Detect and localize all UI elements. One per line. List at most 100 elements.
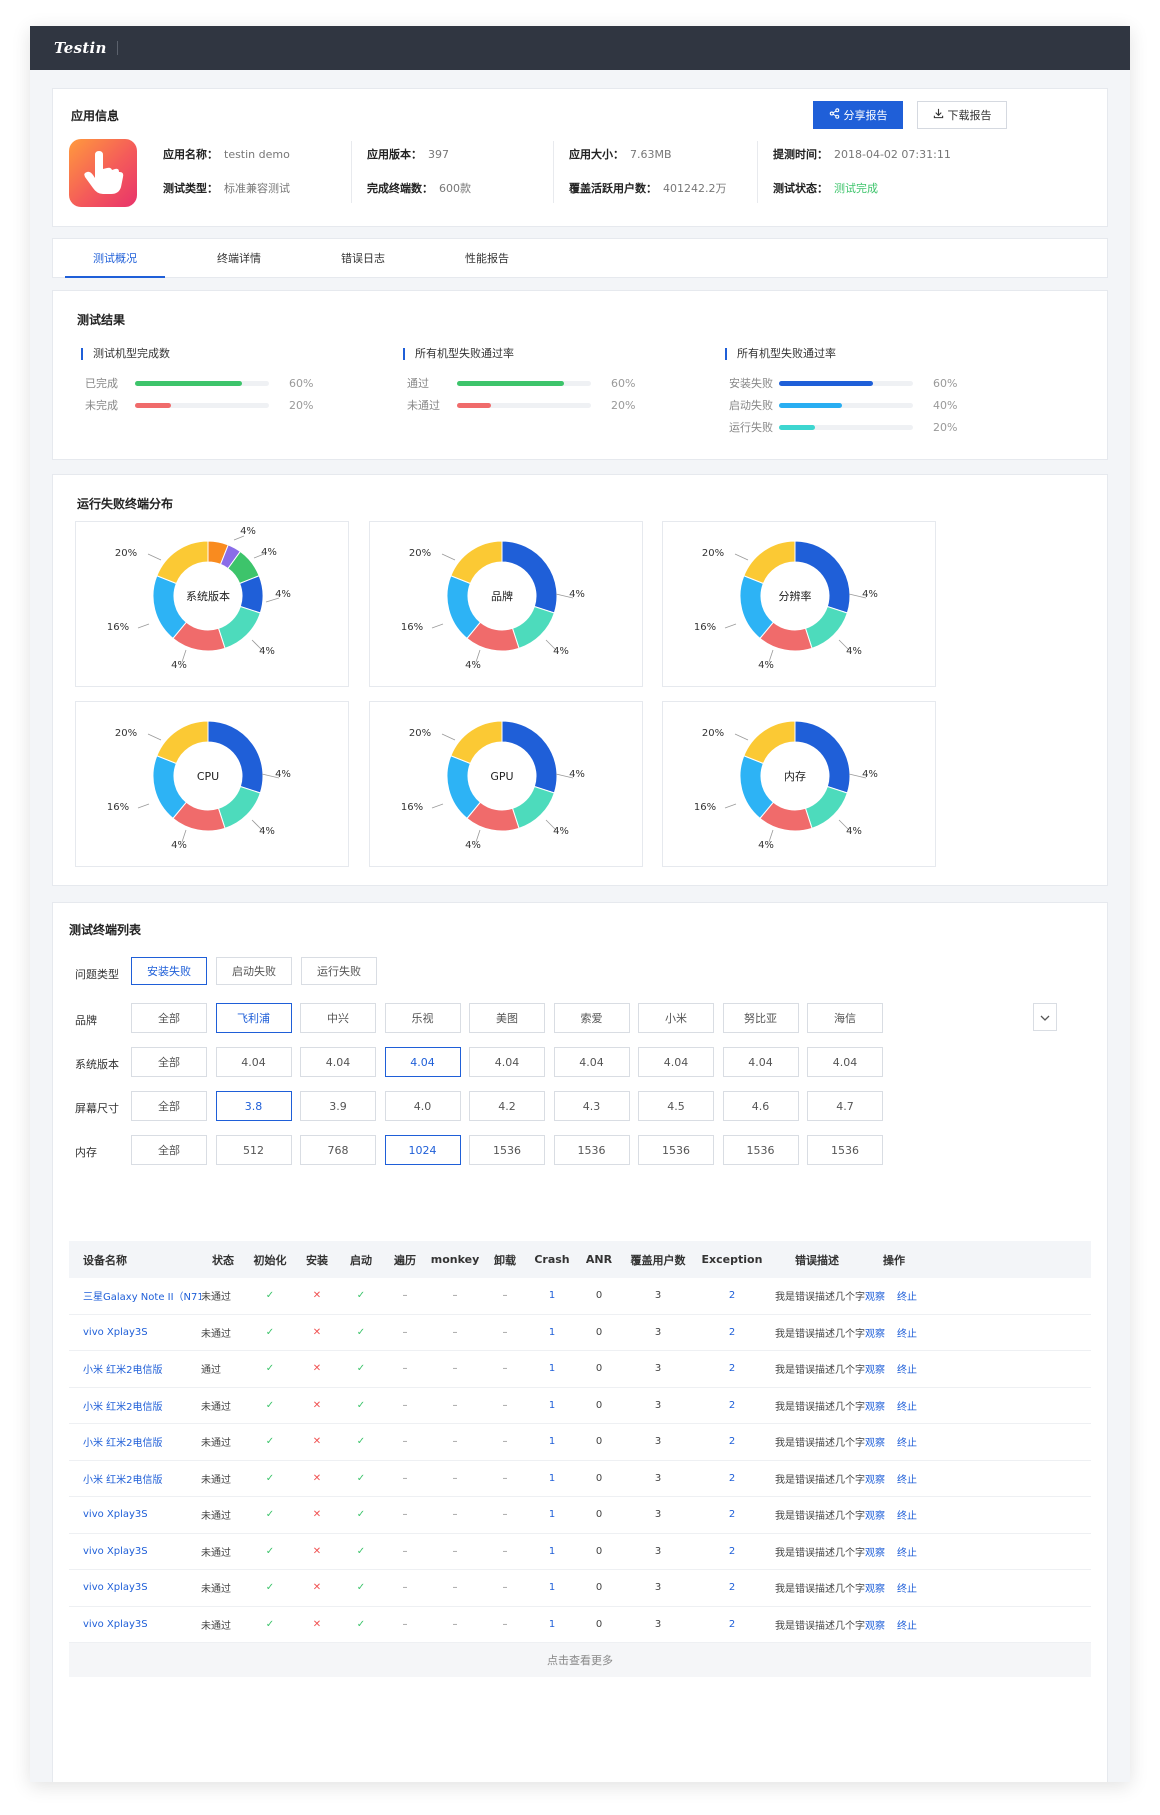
stop-action-link[interactable]: 终止 xyxy=(897,1620,917,1632)
stop-action-link[interactable]: 终止 xyxy=(897,1474,917,1486)
donut-slice[interactable] xyxy=(743,720,796,765)
donut-slice[interactable] xyxy=(446,755,482,820)
filter-option[interactable]: 1536 xyxy=(722,1135,799,1165)
filter-option[interactable]: 4.04 xyxy=(638,1047,714,1077)
filter-option[interactable]: 安装失败 xyxy=(131,957,207,985)
crash-count-link[interactable]: 1 xyxy=(548,1545,556,1557)
exception-count-link[interactable]: 2 xyxy=(728,1363,736,1375)
filter-option[interactable]: 4.04 xyxy=(300,1047,376,1077)
filter-option[interactable]: 4.04 xyxy=(722,1047,799,1077)
device-name-link[interactable]: 小米 红米2电信版 xyxy=(83,1401,163,1413)
filter-option[interactable]: 4.04 xyxy=(384,1047,461,1077)
filter-option[interactable]: 运行失败 xyxy=(301,957,377,985)
filter-option[interactable]: 全部 xyxy=(131,1091,207,1121)
donut-slice[interactable] xyxy=(739,755,775,820)
donut-slice[interactable] xyxy=(152,575,188,640)
device-name-link[interactable]: vivo Xplay3S xyxy=(83,1545,148,1557)
download-report-button[interactable]: 下载报告 xyxy=(917,101,1007,129)
exception-count-link[interactable]: 2 xyxy=(728,1509,736,1521)
filter-option[interactable]: 全部 xyxy=(131,1135,207,1165)
stop-action-link[interactable]: 终止 xyxy=(897,1584,917,1596)
filter-option[interactable]: 中兴 xyxy=(300,1003,376,1033)
expand-brands-button[interactable] xyxy=(1033,1003,1057,1031)
crash-count-link[interactable]: 1 xyxy=(548,1326,556,1338)
view-action-link[interactable]: 观察 xyxy=(865,1401,885,1413)
exception-count-link[interactable]: 2 xyxy=(728,1326,736,1338)
filter-option[interactable]: 飞利浦 xyxy=(215,1003,292,1033)
crash-count-link[interactable]: 1 xyxy=(548,1618,556,1630)
filter-option[interactable]: 512 xyxy=(215,1135,292,1165)
donut-slice[interactable] xyxy=(743,540,796,585)
exception-count-link[interactable]: 2 xyxy=(728,1399,736,1411)
exception-count-link[interactable]: 2 xyxy=(728,1290,736,1302)
filter-option[interactable]: 4.6 xyxy=(722,1091,799,1121)
crash-count-link[interactable]: 1 xyxy=(548,1363,556,1375)
filter-option[interactable]: 4.5 xyxy=(638,1091,714,1121)
testin-logo[interactable]: Testin xyxy=(54,39,107,57)
filter-option[interactable]: 索爱 xyxy=(553,1003,630,1033)
tab-error-log[interactable]: 错误日志 xyxy=(341,252,385,265)
crash-count-link[interactable]: 1 xyxy=(548,1290,556,1302)
crash-count-link[interactable]: 1 xyxy=(548,1472,556,1484)
donut-slice[interactable] xyxy=(156,720,209,765)
exception-count-link[interactable]: 2 xyxy=(728,1472,736,1484)
filter-option[interactable]: 努比亚 xyxy=(722,1003,799,1033)
device-name-link[interactable]: 小米 红米2电信版 xyxy=(83,1365,163,1377)
view-action-link[interactable]: 观察 xyxy=(865,1474,885,1486)
filter-option[interactable]: 4.0 xyxy=(384,1091,461,1121)
filter-option[interactable]: 1536 xyxy=(807,1135,883,1165)
view-action-link[interactable]: 观察 xyxy=(865,1365,885,1377)
filter-option[interactable]: 4.04 xyxy=(807,1047,883,1077)
view-action-link[interactable]: 观察 xyxy=(865,1328,885,1340)
load-more-button[interactable]: 点击查看更多 xyxy=(69,1643,1091,1677)
filter-option[interactable]: 1536 xyxy=(638,1135,714,1165)
filter-option[interactable]: 海信 xyxy=(807,1003,883,1033)
device-name-link[interactable]: 三星Galaxy Note II（N71... xyxy=(83,1292,201,1304)
filter-option[interactable]: 1536 xyxy=(469,1135,545,1165)
filter-option[interactable]: 全部 xyxy=(131,1047,207,1077)
exception-count-link[interactable]: 2 xyxy=(728,1545,736,1557)
filter-option[interactable]: 小米 xyxy=(638,1003,714,1033)
donut-slice[interactable] xyxy=(450,540,503,585)
exception-count-link[interactable]: 2 xyxy=(728,1436,736,1448)
donut-slice[interactable] xyxy=(156,540,209,585)
crash-count-link[interactable]: 1 xyxy=(548,1399,556,1411)
filter-option[interactable]: 4.04 xyxy=(215,1047,292,1077)
device-name-link[interactable]: 小米 红米2电信版 xyxy=(83,1474,163,1486)
view-action-link[interactable]: 观察 xyxy=(865,1511,885,1523)
view-action-link[interactable]: 观察 xyxy=(865,1438,885,1450)
stop-action-link[interactable]: 终止 xyxy=(897,1292,917,1304)
view-action-link[interactable]: 观察 xyxy=(865,1547,885,1559)
donut-slice[interactable] xyxy=(152,755,188,820)
filter-option[interactable]: 3.9 xyxy=(300,1091,376,1121)
stop-action-link[interactable]: 终止 xyxy=(897,1547,917,1559)
filter-option[interactable]: 美图 xyxy=(469,1003,545,1033)
tab-performance-report[interactable]: 性能报告 xyxy=(465,252,509,265)
filter-option[interactable]: 4.3 xyxy=(553,1091,630,1121)
device-name-link[interactable]: vivo Xplay3S xyxy=(83,1509,148,1521)
filter-option[interactable]: 4.7 xyxy=(807,1091,883,1121)
filter-option[interactable]: 4.2 xyxy=(469,1091,545,1121)
filter-option[interactable]: 768 xyxy=(300,1135,376,1165)
tab-overview[interactable]: 测试概况 xyxy=(53,239,177,278)
view-action-link[interactable]: 观察 xyxy=(865,1292,885,1304)
filter-option[interactable]: 乐视 xyxy=(384,1003,461,1033)
filter-option[interactable]: 3.8 xyxy=(215,1091,292,1121)
view-action-link[interactable]: 观察 xyxy=(865,1584,885,1596)
filter-option[interactable]: 1536 xyxy=(553,1135,630,1165)
device-name-link[interactable]: vivo Xplay3S xyxy=(83,1582,148,1594)
stop-action-link[interactable]: 终止 xyxy=(897,1365,917,1377)
share-report-button[interactable]: 分享报告 xyxy=(813,101,903,129)
device-name-link[interactable]: vivo Xplay3S xyxy=(83,1618,148,1630)
crash-count-link[interactable]: 1 xyxy=(548,1436,556,1448)
stop-action-link[interactable]: 终止 xyxy=(897,1401,917,1413)
stop-action-link[interactable]: 终止 xyxy=(897,1438,917,1450)
donut-slice[interactable] xyxy=(450,720,503,765)
filter-option[interactable]: 全部 xyxy=(131,1003,207,1033)
filter-option[interactable]: 4.04 xyxy=(469,1047,545,1077)
stop-action-link[interactable]: 终止 xyxy=(897,1511,917,1523)
stop-action-link[interactable]: 终止 xyxy=(897,1328,917,1340)
filter-option[interactable]: 1024 xyxy=(384,1135,461,1165)
exception-count-link[interactable]: 2 xyxy=(728,1582,736,1594)
filter-option[interactable]: 4.04 xyxy=(553,1047,630,1077)
